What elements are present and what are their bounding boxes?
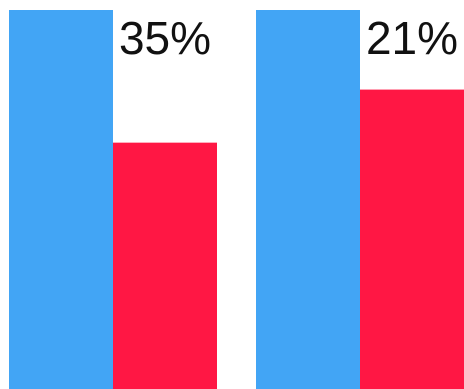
bar-group-2-series-2 — [360, 89, 464, 389]
bar-group-1-series-2 — [113, 142, 217, 389]
labels-layer: 35% 21% — [119, 12, 458, 64]
bars-layer — [9, 10, 464, 389]
bar-group-1-series-1 — [9, 10, 113, 389]
bar-group-2-series-1 — [256, 10, 360, 389]
percent-label-2: 21% — [366, 12, 458, 64]
percent-label-1: 35% — [119, 12, 211, 64]
